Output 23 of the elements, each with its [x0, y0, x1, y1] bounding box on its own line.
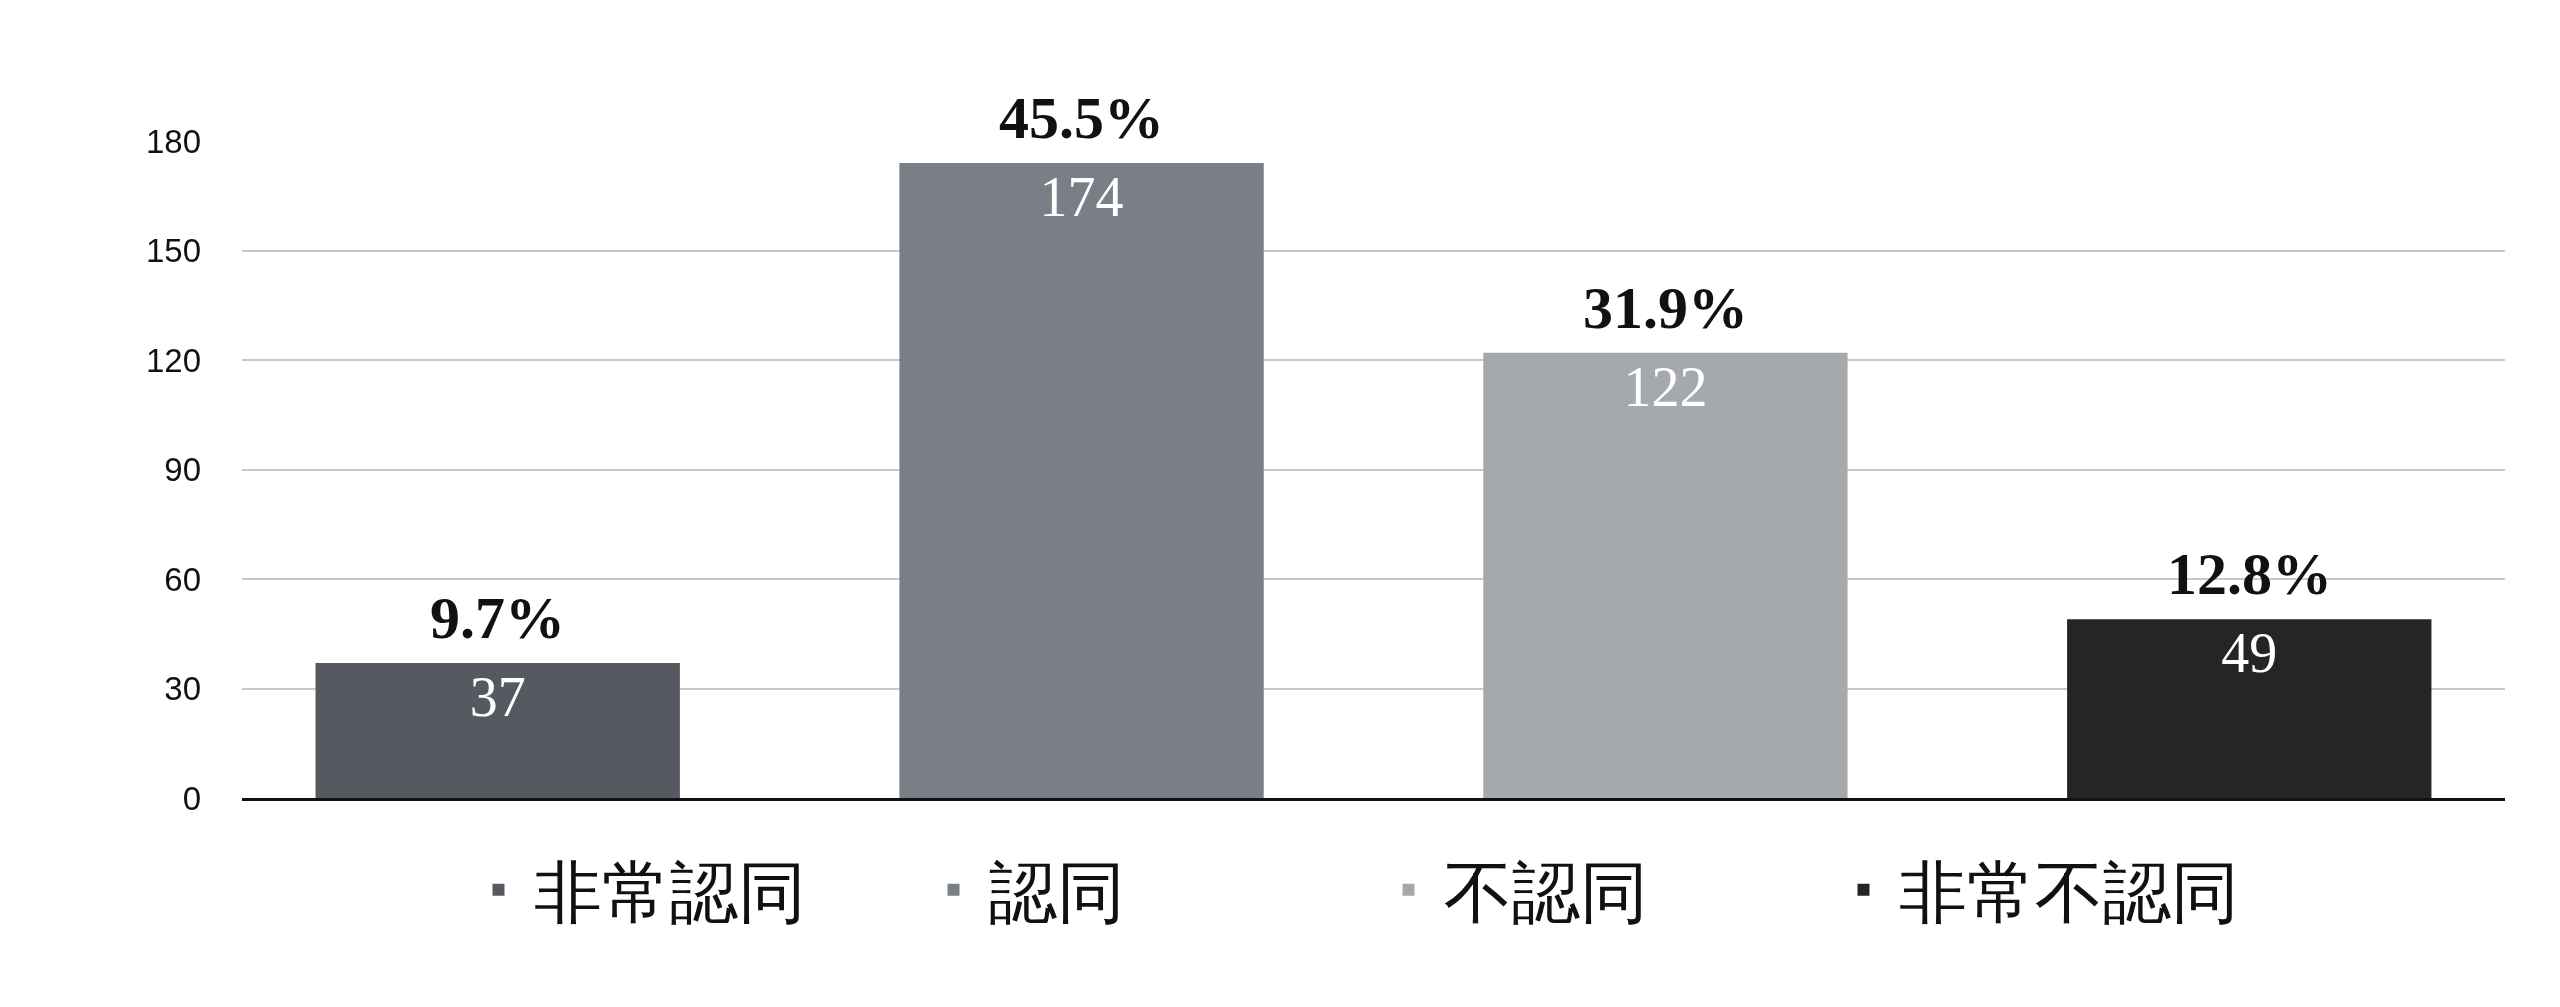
legend-label: 非常認同 — [533, 855, 806, 932]
bar — [2067, 619, 2432, 798]
legend-label: 認同 — [988, 855, 1125, 932]
y-tick-label: 60 — [164, 560, 201, 598]
bar — [899, 162, 1264, 798]
annotation: 12.8% — [2167, 541, 2332, 607]
y-tick-label: 90 — [164, 451, 201, 489]
data-label: 174 — [1039, 165, 1124, 228]
bar — [1483, 352, 1848, 798]
y-tick-label: 150 — [145, 232, 201, 270]
y-tick-label: 180 — [145, 122, 201, 160]
y-tick-label: 0 — [182, 779, 201, 817]
y-tick-label: 30 — [164, 670, 201, 708]
legend-label: 非常不認同 — [1898, 855, 2239, 932]
annotation: 9.7% — [430, 585, 565, 651]
bar — [315, 662, 680, 798]
data-label: 122 — [1623, 355, 1708, 418]
legend-label: 不認同 — [1443, 855, 1648, 932]
annotation: 31.9% — [1583, 275, 1748, 341]
annotation: 45.5% — [999, 85, 1164, 151]
data-label: 37 — [469, 665, 526, 728]
data-label: 49 — [2221, 622, 2278, 685]
y-tick-label: 120 — [145, 341, 201, 379]
